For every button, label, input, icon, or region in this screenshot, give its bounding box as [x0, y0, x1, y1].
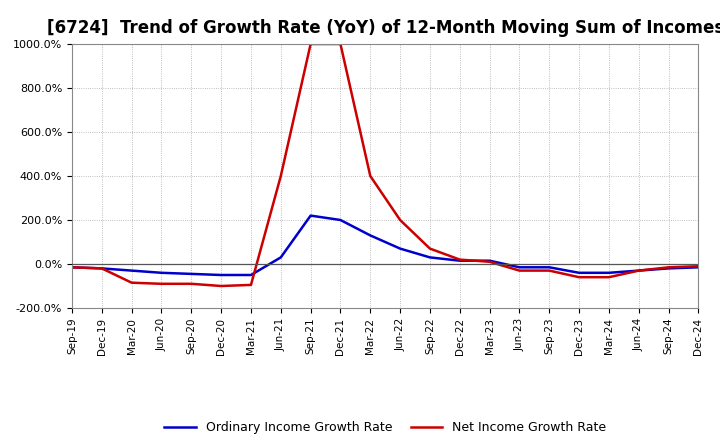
- Ordinary Income Growth Rate: [545, 265, 554, 270]
- Net Income Growth Rate: [426, 246, 434, 251]
- Ordinary Income Growth Rate: [634, 268, 643, 273]
- Net Income Growth Rate: [575, 275, 583, 280]
- Net Income Growth Rate: [634, 268, 643, 273]
- Net Income Growth Rate: [485, 259, 494, 264]
- Ordinary Income Growth Rate: [217, 272, 225, 278]
- Ordinary Income Growth Rate: [396, 246, 405, 251]
- Net Income Growth Rate: [366, 173, 374, 179]
- Ordinary Income Growth Rate: [665, 266, 673, 271]
- Title: [6724]  Trend of Growth Rate (YoY) of 12-Month Moving Sum of Incomes: [6724] Trend of Growth Rate (YoY) of 12-…: [47, 19, 720, 37]
- Net Income Growth Rate: [694, 264, 703, 269]
- Ordinary Income Growth Rate: [515, 265, 523, 270]
- Ordinary Income Growth Rate: [426, 255, 434, 260]
- Net Income Growth Rate: [396, 217, 405, 223]
- Ordinary Income Growth Rate: [306, 213, 315, 218]
- Net Income Growth Rate: [605, 275, 613, 280]
- Ordinary Income Growth Rate: [456, 258, 464, 263]
- Ordinary Income Growth Rate: [247, 272, 256, 278]
- Net Income Growth Rate: [127, 280, 136, 286]
- Net Income Growth Rate: [306, 41, 315, 47]
- Ordinary Income Growth Rate: [485, 258, 494, 263]
- Ordinary Income Growth Rate: [97, 266, 106, 271]
- Ordinary Income Growth Rate: [157, 270, 166, 275]
- Net Income Growth Rate: [157, 281, 166, 286]
- Net Income Growth Rate: [247, 282, 256, 288]
- Net Income Growth Rate: [515, 268, 523, 273]
- Ordinary Income Growth Rate: [366, 233, 374, 238]
- Ordinary Income Growth Rate: [575, 270, 583, 275]
- Net Income Growth Rate: [276, 173, 285, 179]
- Ordinary Income Growth Rate: [694, 265, 703, 270]
- Net Income Growth Rate: [456, 257, 464, 262]
- Net Income Growth Rate: [665, 265, 673, 270]
- Ordinary Income Growth Rate: [336, 217, 345, 223]
- Ordinary Income Growth Rate: [127, 268, 136, 273]
- Net Income Growth Rate: [68, 265, 76, 270]
- Ordinary Income Growth Rate: [68, 265, 76, 270]
- Net Income Growth Rate: [545, 268, 554, 273]
- Net Income Growth Rate: [187, 281, 196, 286]
- Ordinary Income Growth Rate: [276, 255, 285, 260]
- Legend: Ordinary Income Growth Rate, Net Income Growth Rate: Ordinary Income Growth Rate, Net Income …: [159, 416, 611, 439]
- Ordinary Income Growth Rate: [187, 271, 196, 277]
- Net Income Growth Rate: [97, 266, 106, 271]
- Net Income Growth Rate: [217, 283, 225, 289]
- Net Income Growth Rate: [336, 41, 345, 47]
- Line: Net Income Growth Rate: Net Income Growth Rate: [72, 44, 698, 286]
- Ordinary Income Growth Rate: [605, 270, 613, 275]
- Line: Ordinary Income Growth Rate: Ordinary Income Growth Rate: [72, 216, 698, 275]
